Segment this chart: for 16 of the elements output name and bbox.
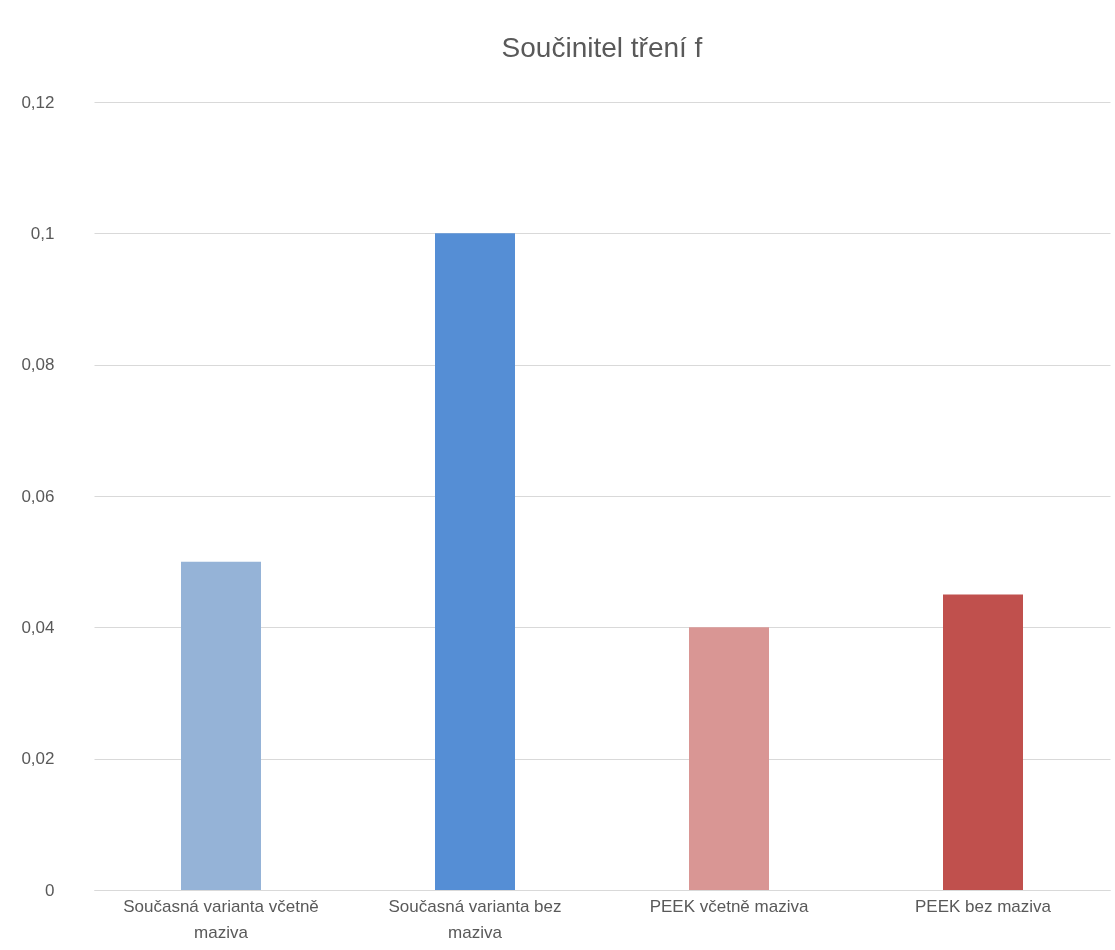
y-tick-label: 0 [45,880,55,900]
y-tick-label: 0,12 [21,92,55,112]
x-tick-label: Současná varianta včetně maziva [123,896,319,942]
y-tick-label: 0,04 [21,617,55,637]
x-tick-label: Současná varianta bez maziva [388,896,562,942]
y-tick-label: 0,1 [30,223,55,243]
bar [943,594,1023,890]
y-tick-label: 0,08 [21,355,55,375]
x-tick-label: PEEK bez maziva [914,896,1052,916]
bar [689,627,769,890]
y-tick-label: 0,06 [21,486,55,506]
x-tick-label: PEEK včetně maziva [649,896,809,916]
bar [435,233,515,890]
y-tick-label: 0,02 [21,749,55,769]
chart-title: Součinitel tření f [501,32,703,63]
bar [181,561,261,890]
